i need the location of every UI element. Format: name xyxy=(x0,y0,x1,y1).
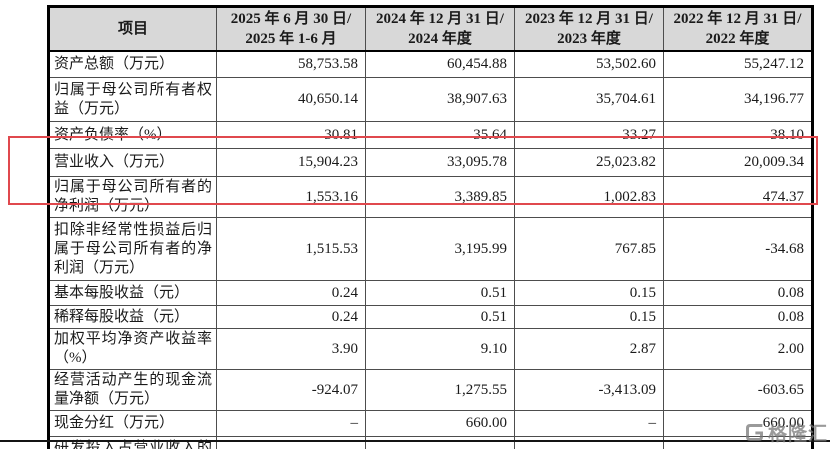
row-value: 3,389.85 xyxy=(365,176,515,218)
row-value: 3.90 xyxy=(216,328,366,370)
row-value: 35.64 xyxy=(365,121,515,149)
row-value: 58,753.58 xyxy=(216,50,366,78)
row-value: -924.07 xyxy=(216,369,366,411)
row-value: 25,023.82 xyxy=(514,148,664,177)
row-value: 5.62 xyxy=(663,436,813,449)
row-label: 研发投入占营业收入的比例（%） xyxy=(48,436,217,449)
header-period-2025-line2: 2025 年 1-6 月 xyxy=(245,31,337,47)
row-value: -34.68 xyxy=(663,217,813,281)
row-value: 5.46 xyxy=(365,436,515,449)
gelonghui-logo-icon xyxy=(744,422,765,443)
row-value: 660.00 xyxy=(663,410,813,437)
table-row-weighted-roe: 加权平均净资产收益率（%） 3.90 9.10 2.87 2.00 xyxy=(48,328,813,370)
table-row-revenue: 营业收入（万元） 15,904.23 33,095.78 25,023.82 2… xyxy=(48,148,813,177)
header-period-2022-line2: 2022 年度 xyxy=(705,31,770,47)
header-period-2023: 2023 年 12 月 31 日/ 2023 年度 xyxy=(514,6,664,52)
row-value: 1,002.83 xyxy=(514,176,664,218)
table-row-net-profit-parent: 归属于母公司所有者的净利润（万元） 1,553.16 3,389.85 1,00… xyxy=(48,176,813,218)
row-value: 1,515.53 xyxy=(216,217,366,281)
row-value: 40,650.14 xyxy=(216,77,366,122)
row-value: 55,247.12 xyxy=(663,50,813,78)
row-label: 扣除非经常性损益后归属于母公司所有者的净利润（万元） xyxy=(48,217,217,281)
row-label: 稀释每股收益（元） xyxy=(48,305,217,329)
row-value: 30.81 xyxy=(216,121,366,149)
row-value: 3,195.99 xyxy=(365,217,515,281)
table-row-debt-ratio: 资产负债率（%） 30.81 35.64 33.27 38.10 xyxy=(48,121,813,149)
header-period-2024-line2: 2024 年度 xyxy=(408,31,472,47)
table-row-rd-revenue-ratio: 研发投入占营业收入的比例（%） 5.85 5.46 6.56 5.62 xyxy=(48,436,813,449)
watermark: 格隆汇 xyxy=(744,419,828,446)
watermark-brand-text: 格隆汇 xyxy=(767,424,828,445)
row-value: 38,907.63 xyxy=(365,77,515,122)
row-label: 归属于母公司所有者的净利润（万元） xyxy=(48,176,217,218)
header-item: 项目 xyxy=(48,6,217,52)
row-value: – xyxy=(514,410,664,437)
row-value: 15,904.23 xyxy=(216,148,366,177)
header-period-2025-line1: 2025 年 6 月 30 日/ xyxy=(230,11,352,27)
table-row-cash-dividend: 现金分红（万元） – 660.00 – 660.00 xyxy=(48,410,813,437)
row-value: 767.85 xyxy=(514,217,664,281)
header-period-2025: 2025 年 6 月 30 日/ 2025 年 1-6 月 xyxy=(216,6,366,52)
header-period-2024-line1: 2024 年 12 月 31 日/ xyxy=(376,11,504,27)
row-value: 0.08 xyxy=(663,280,813,306)
financial-summary-table: 项目 2025 年 6 月 30 日/ 2025 年 1-6 月 2024 年 … xyxy=(47,5,814,449)
table-row-net-profit-excl-nonrecurring: 扣除非经常性损益后归属于母公司所有者的净利润（万元） 1,515.53 3,19… xyxy=(48,217,813,281)
row-label: 资产负债率（%） xyxy=(48,121,217,149)
row-value: 2.00 xyxy=(663,328,813,370)
row-value: 0.51 xyxy=(365,305,515,329)
table-row-total-assets: 资产总额（万元） 58,753.58 60,454.88 53,502.60 5… xyxy=(48,50,813,78)
row-value: 474.37 xyxy=(663,176,813,218)
row-value: 53,502.60 xyxy=(514,50,664,78)
row-value: 2.87 xyxy=(514,328,664,370)
row-value: 35,704.61 xyxy=(514,77,664,122)
header-period-2022-line1: 2022 年 12 月 31 日/ xyxy=(673,11,802,27)
row-value: 0.24 xyxy=(216,280,366,306)
row-value: 0.24 xyxy=(216,305,366,329)
row-value: 34,196.77 xyxy=(663,77,813,122)
row-value: 38.10 xyxy=(663,121,813,149)
header-period-2024: 2024 年 12 月 31 日/ 2024 年度 xyxy=(365,6,515,52)
row-label: 基本每股收益（元） xyxy=(48,280,217,306)
row-label: 归属于母公司所有者权益（万元） xyxy=(48,77,217,122)
row-value: 5.85 xyxy=(216,436,366,449)
row-label: 经营活动产生的现金流量净额（万元） xyxy=(48,369,217,411)
row-label: 营业收入（万元） xyxy=(48,148,217,177)
header-period-2023-line2: 2023 年度 xyxy=(557,31,621,47)
row-value: 0.08 xyxy=(663,305,813,329)
row-value: 6.56 xyxy=(514,436,664,449)
row-value: 0.51 xyxy=(365,280,515,306)
table-row-basic-eps: 基本每股收益（元） 0.24 0.51 0.15 0.08 xyxy=(48,280,813,306)
header-period-2022: 2022 年 12 月 31 日/ 2022 年度 xyxy=(663,6,813,52)
row-value: 60,454.88 xyxy=(365,50,515,78)
row-value: 0.15 xyxy=(514,280,664,306)
row-value: 33,095.78 xyxy=(365,148,515,177)
row-value: 0.15 xyxy=(514,305,664,329)
row-value: – xyxy=(216,410,366,437)
table-row-parent-equity: 归属于母公司所有者权益（万元） 40,650.14 38,907.63 35,7… xyxy=(48,77,813,122)
table-row-diluted-eps: 稀释每股收益（元） 0.24 0.51 0.15 0.08 xyxy=(48,305,813,329)
row-value: -3,413.09 xyxy=(514,369,664,411)
row-value: 20,009.34 xyxy=(663,148,813,177)
row-value: 660.00 xyxy=(365,410,515,437)
row-value: 33.27 xyxy=(514,121,664,149)
row-label: 资产总额（万元） xyxy=(48,50,217,78)
row-value: 9.10 xyxy=(365,328,515,370)
table-row-operating-cash-flow: 经营活动产生的现金流量净额（万元） -924.07 1,275.55 -3,41… xyxy=(48,369,813,411)
row-value: -603.65 xyxy=(663,369,813,411)
row-value: 1,553.16 xyxy=(216,176,366,218)
header-period-2023-line1: 2023 年 12 月 31 日/ xyxy=(525,11,653,27)
row-label: 加权平均净资产收益率（%） xyxy=(48,328,217,370)
page-bottom-rule xyxy=(0,440,830,442)
row-label: 现金分红（万元） xyxy=(48,410,217,437)
header-row: 项目 2025 年 6 月 30 日/ 2025 年 1-6 月 2024 年 … xyxy=(48,6,813,52)
row-value: 1,275.55 xyxy=(365,369,515,411)
